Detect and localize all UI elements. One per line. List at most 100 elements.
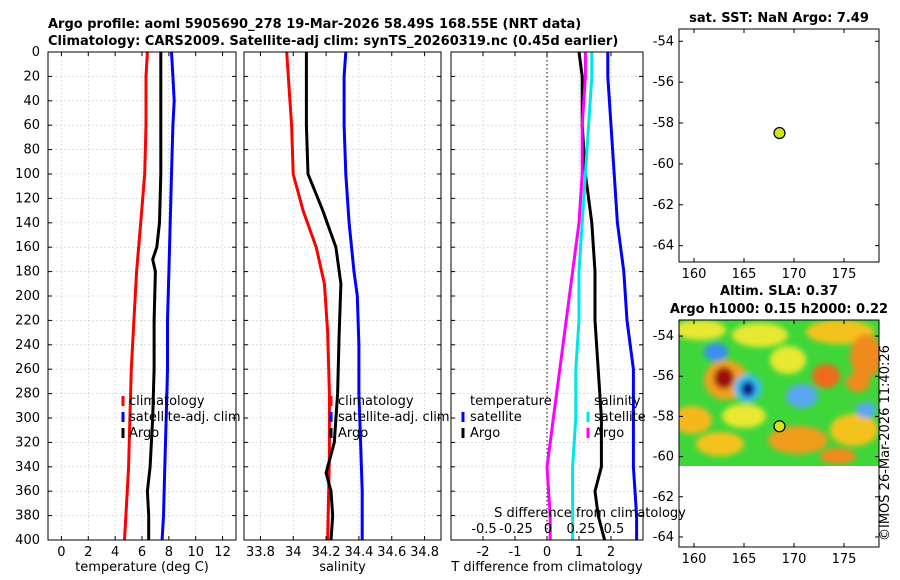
- y-tick-label: 0: [32, 45, 40, 60]
- y-tick-label: 140: [15, 216, 40, 231]
- x-tick-label: 160: [682, 552, 707, 567]
- x-tick-label: 170: [782, 552, 807, 567]
- x-tick-label: 34.6: [377, 545, 406, 560]
- y-tick-label: 160: [15, 240, 40, 255]
- legend-label-satellite: satellite-adj. clim: [129, 410, 241, 425]
- s-tick-label: 0: [544, 522, 552, 537]
- legend-label-s-argo: Argo: [594, 426, 624, 441]
- x-tick-label: 0: [543, 545, 551, 560]
- temperature-legend: climatology satellite-adj. clim Argo: [121, 394, 241, 441]
- y-tick-label: 20: [23, 69, 40, 84]
- sla-blob: [830, 414, 878, 446]
- series-satellite-adj-clim: [160, 51, 176, 541]
- y-tick-label: 220: [15, 313, 40, 328]
- map-frame: [678, 28, 880, 263]
- y-tick-label: 40: [23, 94, 40, 109]
- y-tick-label: 380: [15, 509, 40, 524]
- s-axis-label: S difference from climatology: [494, 506, 686, 521]
- sla-blob: [696, 432, 744, 456]
- legend-label-climatology: climatology: [338, 394, 414, 409]
- legend-label-t-satellite: satellite: [470, 410, 522, 425]
- sla-blob: [741, 381, 755, 397]
- x-axis-label: T difference from climatology: [450, 560, 643, 575]
- series-argo: [304, 52, 343, 541]
- x-tick-label: 1: [575, 545, 583, 560]
- y-tick-label: 400: [15, 533, 40, 548]
- sla-map-panel: 160 165 170 175 -54 -56 -58 -60 -62 -64: [653, 319, 880, 567]
- sla-heatmap: [679, 320, 879, 466]
- y-tick-label: 260: [15, 362, 40, 377]
- sla-map-subtitle: Argo h1000: 0.15 h2000: 0.22: [670, 302, 888, 317]
- sla-blob: [820, 448, 856, 464]
- y-tick-label: -62: [653, 198, 674, 213]
- x-tick-label: 2: [607, 545, 615, 560]
- y-tick-label: 340: [15, 460, 40, 475]
- y-tick-label: -60: [653, 157, 674, 172]
- series-argo: [145, 52, 163, 540]
- legend-label-climatology: climatology: [129, 394, 205, 409]
- series-climatology: [285, 51, 331, 541]
- argo-position-marker: [773, 420, 786, 433]
- y-tick-label: -64: [653, 530, 674, 545]
- x-tick-label: 34.2: [312, 545, 341, 560]
- sla-blob: [812, 364, 840, 388]
- legend-label-argo: Argo: [129, 426, 159, 441]
- header-subtitle: Climatology: CARS2009. Satellite-adj cli…: [48, 34, 618, 49]
- salinity-legend: climatology satellite-adj. clim Argo: [329, 394, 450, 441]
- x-tick-label: 34.8: [410, 545, 439, 560]
- sla-blob: [856, 402, 876, 418]
- y-tick-label: -58: [653, 116, 674, 131]
- y-tick-label: 80: [23, 143, 40, 158]
- y-tick-label: 300: [15, 411, 40, 426]
- legend-label-s-satellite: satellite: [594, 410, 646, 425]
- y-tick-label: 120: [15, 191, 40, 206]
- y-tick-label: 240: [15, 338, 40, 353]
- x-tick-label: 34.4: [344, 545, 373, 560]
- x-tick-label: 165: [732, 552, 757, 567]
- x-axis-label: salinity: [319, 560, 366, 575]
- y-tick-label: -56: [653, 369, 674, 384]
- series-climatology: [123, 51, 149, 541]
- x-tick-label: 2: [84, 545, 92, 560]
- legend-heading-temperature: temperature: [470, 394, 552, 409]
- sla-blob: [732, 323, 788, 347]
- sla-blob: [679, 320, 726, 340]
- sst-map-title: sat. SST: NaN Argo: 7.49: [689, 11, 869, 26]
- x-tick-label: 165: [732, 267, 757, 282]
- x-tick-label: 8: [165, 545, 173, 560]
- y-tick-label: -54: [653, 34, 674, 49]
- series-salinity-satellite: [571, 52, 594, 540]
- y-tick-label: 60: [23, 118, 40, 133]
- map-frame: [678, 319, 880, 548]
- sst-map-panel: 160 165 170 175 -54 -56 -58 -60 -62 -64: [653, 28, 880, 282]
- sla-blob: [770, 346, 806, 374]
- y-tick-label: 100: [15, 167, 40, 182]
- s-tick-label: 0.5: [604, 522, 625, 537]
- header-title: Argo profile: aoml 5905690_278 19-Mar-20…: [48, 17, 581, 32]
- x-tick-label: 160: [682, 267, 707, 282]
- x-tick-label: 170: [782, 267, 807, 282]
- y-tick-label: -54: [653, 329, 674, 344]
- x-tick-label: 175: [832, 267, 857, 282]
- x-tick-label: 0: [57, 545, 65, 560]
- axes-frame: [243, 51, 442, 541]
- sla-field-blobs: [679, 320, 879, 464]
- x-tick-label: -1: [509, 545, 522, 560]
- legend-heading-salinity: salinity: [594, 394, 641, 409]
- sla-blob: [704, 343, 728, 361]
- x-tick-label: 34: [285, 545, 302, 560]
- s-tick-label: -0.5: [471, 522, 496, 537]
- x-tick-label: 33.8: [246, 545, 275, 560]
- x-tick-label: 175: [832, 552, 857, 567]
- series-temperature-satellite: [606, 52, 639, 540]
- y-tick-label: 320: [15, 435, 40, 450]
- sla-blob: [786, 384, 818, 408]
- salinity-panel: 33.8 34 34.2 34.4 34.6 34.8 salinity: [243, 51, 442, 575]
- s-tick-label: 0.25: [567, 522, 596, 537]
- y-tick-label: 280: [15, 387, 40, 402]
- x-tick-label: -2: [477, 545, 490, 560]
- series-salinity-argo: [545, 52, 587, 540]
- sla-blob: [850, 334, 879, 378]
- x-tick-label: 10: [187, 545, 204, 560]
